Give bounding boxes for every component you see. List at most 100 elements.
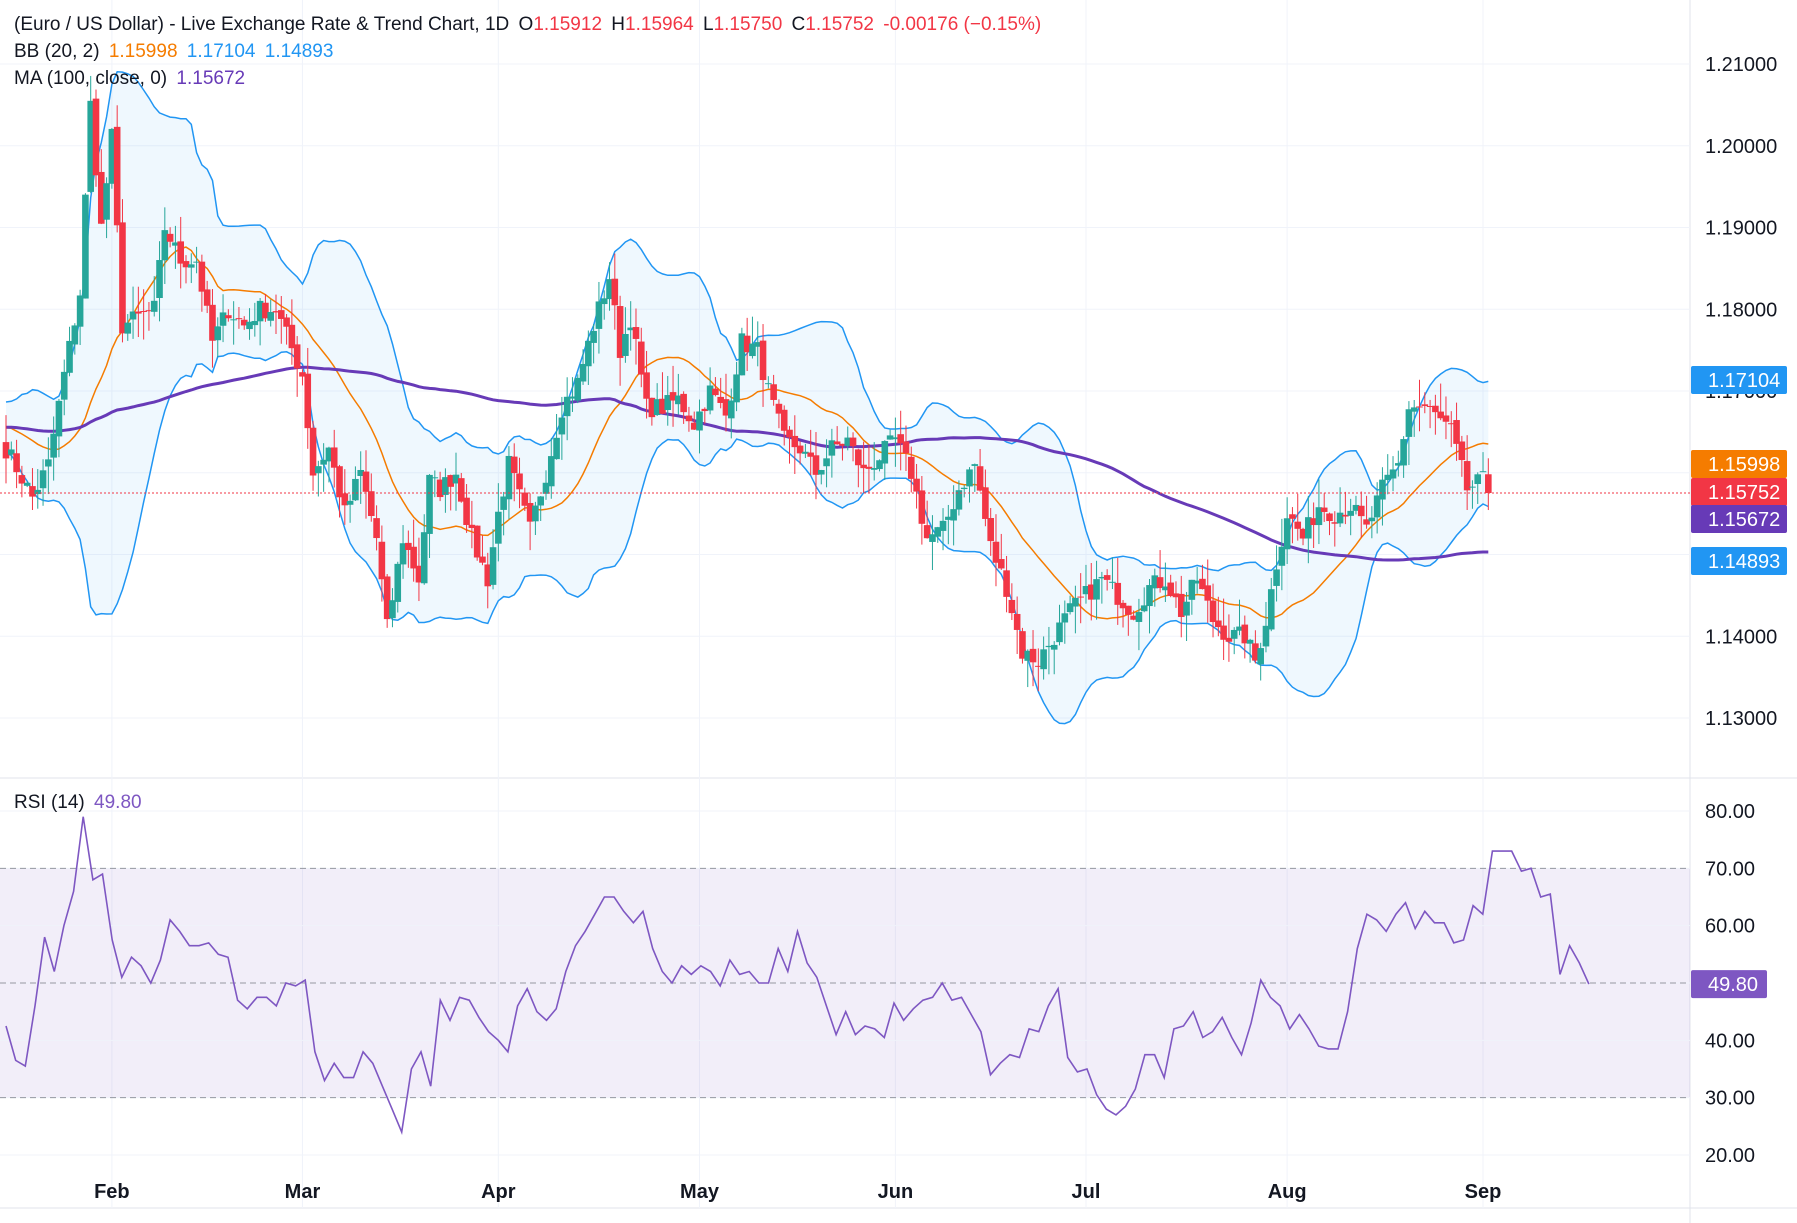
candle-body <box>1093 579 1100 600</box>
candle-body <box>1188 579 1196 600</box>
candle-body <box>563 396 571 417</box>
candle-body <box>103 183 110 220</box>
ohlc-low: L1.15750 <box>703 14 783 35</box>
ohlc-high: H1.15964 <box>611 14 694 35</box>
candle-body <box>325 447 333 462</box>
candle-body <box>1019 631 1026 659</box>
candle-body <box>352 478 359 501</box>
price-label-box <box>1691 450 1787 478</box>
candle-body <box>1384 474 1392 481</box>
candle-body <box>1469 486 1476 488</box>
candle-body <box>442 477 449 495</box>
candle-body <box>664 395 672 411</box>
candle-body <box>203 289 211 306</box>
candle-body <box>362 471 370 492</box>
candle-body <box>1262 625 1270 647</box>
candle-body <box>198 261 206 292</box>
candle-body <box>1082 585 1090 595</box>
candle-body <box>547 456 555 487</box>
candle-body <box>415 565 423 583</box>
candle-body <box>574 377 582 401</box>
candle-body <box>1140 605 1148 612</box>
price-tick-label: 1.19000 <box>1705 218 1777 240</box>
bb-label: BB (20, 2) <box>14 41 100 62</box>
candle-body <box>1447 423 1455 425</box>
candle-body <box>140 311 147 313</box>
candle-body <box>246 321 253 330</box>
candle-body <box>378 541 386 580</box>
candle-body <box>1109 581 1116 583</box>
candle-body <box>807 452 814 457</box>
candle-body <box>1416 406 1423 408</box>
candle-body <box>532 505 539 522</box>
rsi-tick-label: 80.00 <box>1705 801 1755 823</box>
candle-body <box>219 312 227 326</box>
candle-body <box>1040 649 1047 670</box>
candle-body <box>1125 605 1132 615</box>
time-tick-label: Sep <box>1465 1181 1502 1203</box>
time-tick-label: Aug <box>1268 1181 1307 1203</box>
candle-body <box>939 520 947 531</box>
candle-body <box>992 541 1000 563</box>
candle-body <box>373 518 380 539</box>
candle-body <box>7 449 15 455</box>
candle-body <box>870 468 878 470</box>
candle-body <box>336 466 343 498</box>
candle-body <box>1352 504 1360 511</box>
candle-body <box>1474 474 1482 485</box>
candle-body <box>410 546 417 569</box>
candle-body <box>479 556 486 563</box>
candle-body <box>1485 474 1492 494</box>
candle-body <box>463 497 470 525</box>
candle-body <box>738 333 746 376</box>
candle-body <box>309 427 317 476</box>
candle-body <box>304 373 312 429</box>
candle-body <box>113 126 121 226</box>
bb-lower-line <box>5 351 1489 725</box>
candle-body <box>283 317 290 327</box>
candle-body <box>1363 519 1370 525</box>
candle-body <box>1273 569 1280 586</box>
price-label-text: 1.17104 <box>1708 370 1780 392</box>
candle-body <box>632 327 640 339</box>
candle-body <box>1437 411 1444 419</box>
candle-body <box>595 301 603 329</box>
bb-legend: BB (20, 2) 1.15998 1.17104 1.14893 <box>14 41 337 63</box>
candle-body <box>844 437 852 446</box>
candle-body <box>765 383 772 385</box>
candle-body <box>209 304 216 341</box>
candle-body <box>727 400 735 419</box>
price-tick-label: 1.21000 <box>1705 54 1777 76</box>
candle-body <box>1315 507 1323 526</box>
candle-body <box>1463 461 1471 491</box>
candle-body <box>1236 626 1243 631</box>
candle-body <box>1458 441 1466 461</box>
candle-body <box>166 233 174 242</box>
candle-body <box>293 344 301 369</box>
candle-body <box>849 437 857 447</box>
candle-body <box>1029 648 1037 663</box>
candle-body <box>648 397 656 418</box>
candle-body <box>1024 650 1032 661</box>
ma-line <box>6 365 1489 562</box>
candle-body <box>330 447 338 468</box>
candle-body <box>971 464 979 466</box>
candle-body <box>1183 601 1190 616</box>
rsi-legend: RSI (14) 49.80 <box>14 792 146 814</box>
candle-body <box>405 542 412 550</box>
bb-basis-line <box>5 246 1489 620</box>
candle-body <box>1442 415 1450 422</box>
candle-body <box>256 300 264 322</box>
candle-body <box>987 518 994 542</box>
candle-body <box>892 437 899 440</box>
candle-body <box>394 563 402 602</box>
candle-body <box>865 466 873 469</box>
candle-body <box>45 459 52 467</box>
candle-body <box>1305 517 1312 539</box>
time-tick-label: Feb <box>94 1181 130 1203</box>
candle-body <box>346 500 354 505</box>
candle-body <box>945 516 952 520</box>
candle-body <box>1215 620 1222 628</box>
candle-body <box>659 398 666 414</box>
